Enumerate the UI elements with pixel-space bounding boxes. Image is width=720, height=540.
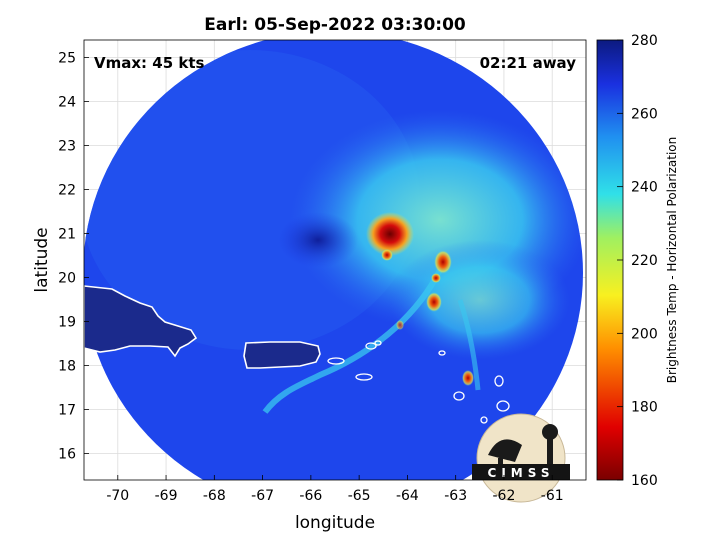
chart-title: Earl: 05-Sep-2022 03:30:00 <box>204 15 466 35</box>
y-tick-label: 16 <box>58 447 76 463</box>
y-tick-label: 20 <box>58 271 76 287</box>
y-tick-label: 18 <box>58 359 76 375</box>
y-tick-label: 25 <box>58 51 76 67</box>
logo-band <box>472 464 570 480</box>
y-axis-label: latitude <box>32 227 52 292</box>
colorbar-tick-label: 160 <box>631 473 658 489</box>
colorbar-axis: 280 260 240 220 200 180 160 <box>617 33 658 489</box>
x-tick-label: -70 <box>106 488 129 504</box>
convection-cell <box>434 250 452 274</box>
x-axis: -70 -69 -68 -67 -66 -65 -64 -63 -62 -61 <box>106 475 564 504</box>
convection-cell <box>431 273 441 283</box>
x-tick-label: -65 <box>348 488 371 504</box>
convection-cell <box>462 370 474 386</box>
x-tick-label: -64 <box>396 488 419 504</box>
y-tick-label: 21 <box>58 227 76 243</box>
colorbar-tick-label: 180 <box>631 400 658 416</box>
colorbar-tick-label: 280 <box>631 33 658 49</box>
puerto-rico-land <box>243 341 321 369</box>
x-tick-label: -61 <box>541 488 564 504</box>
y-tick-label: 24 <box>58 95 76 111</box>
brightness-swath <box>84 40 583 480</box>
x-axis-label: longitude <box>295 513 375 533</box>
small-islands <box>327 340 510 424</box>
vmax-label: Vmax: 45 kts <box>94 54 204 72</box>
x-tick-label: -69 <box>155 488 178 504</box>
logo-dish-stand <box>498 458 503 468</box>
rain-band-east <box>457 299 481 391</box>
x-tick-label: -68 <box>203 488 226 504</box>
y-axis: 25 24 23 22 21 20 19 18 17 16 <box>58 51 89 463</box>
convection-cell <box>396 320 404 330</box>
convection-cell <box>426 292 442 312</box>
rain-band <box>262 268 443 414</box>
colorbar-label: Brightness Temp - Horizontal Polarizatio… <box>665 137 679 384</box>
y-tick-label: 19 <box>58 315 76 331</box>
x-tick-label: -63 <box>444 488 467 504</box>
low-level-center <box>278 212 358 268</box>
deep-convection-core <box>366 212 414 256</box>
colorbar-tick-label: 220 <box>631 253 658 269</box>
y-tick-label: 17 <box>58 403 76 419</box>
x-tick-label: -62 <box>493 488 516 504</box>
x-tick-label: -67 <box>251 488 274 504</box>
axes-frame <box>83 39 587 481</box>
cloud-band <box>390 240 570 360</box>
y-tick-label: 22 <box>58 183 76 199</box>
x-tick-label: -66 <box>299 488 322 504</box>
convection-cell <box>381 249 393 261</box>
time-away-label: 02:21 away <box>480 54 577 72</box>
colorbar-tick-label: 240 <box>631 180 658 196</box>
logo-tower-leg <box>547 438 553 466</box>
colorbar-tick-label: 200 <box>631 326 658 342</box>
y-tick-label: 23 <box>58 139 76 155</box>
logo-dish-icon <box>488 439 522 462</box>
logo-text: CIMSS <box>488 466 555 480</box>
logo-tower-tank <box>542 424 558 440</box>
colorbar-tick-label: 260 <box>631 106 658 122</box>
hispaniola-land <box>84 285 198 358</box>
